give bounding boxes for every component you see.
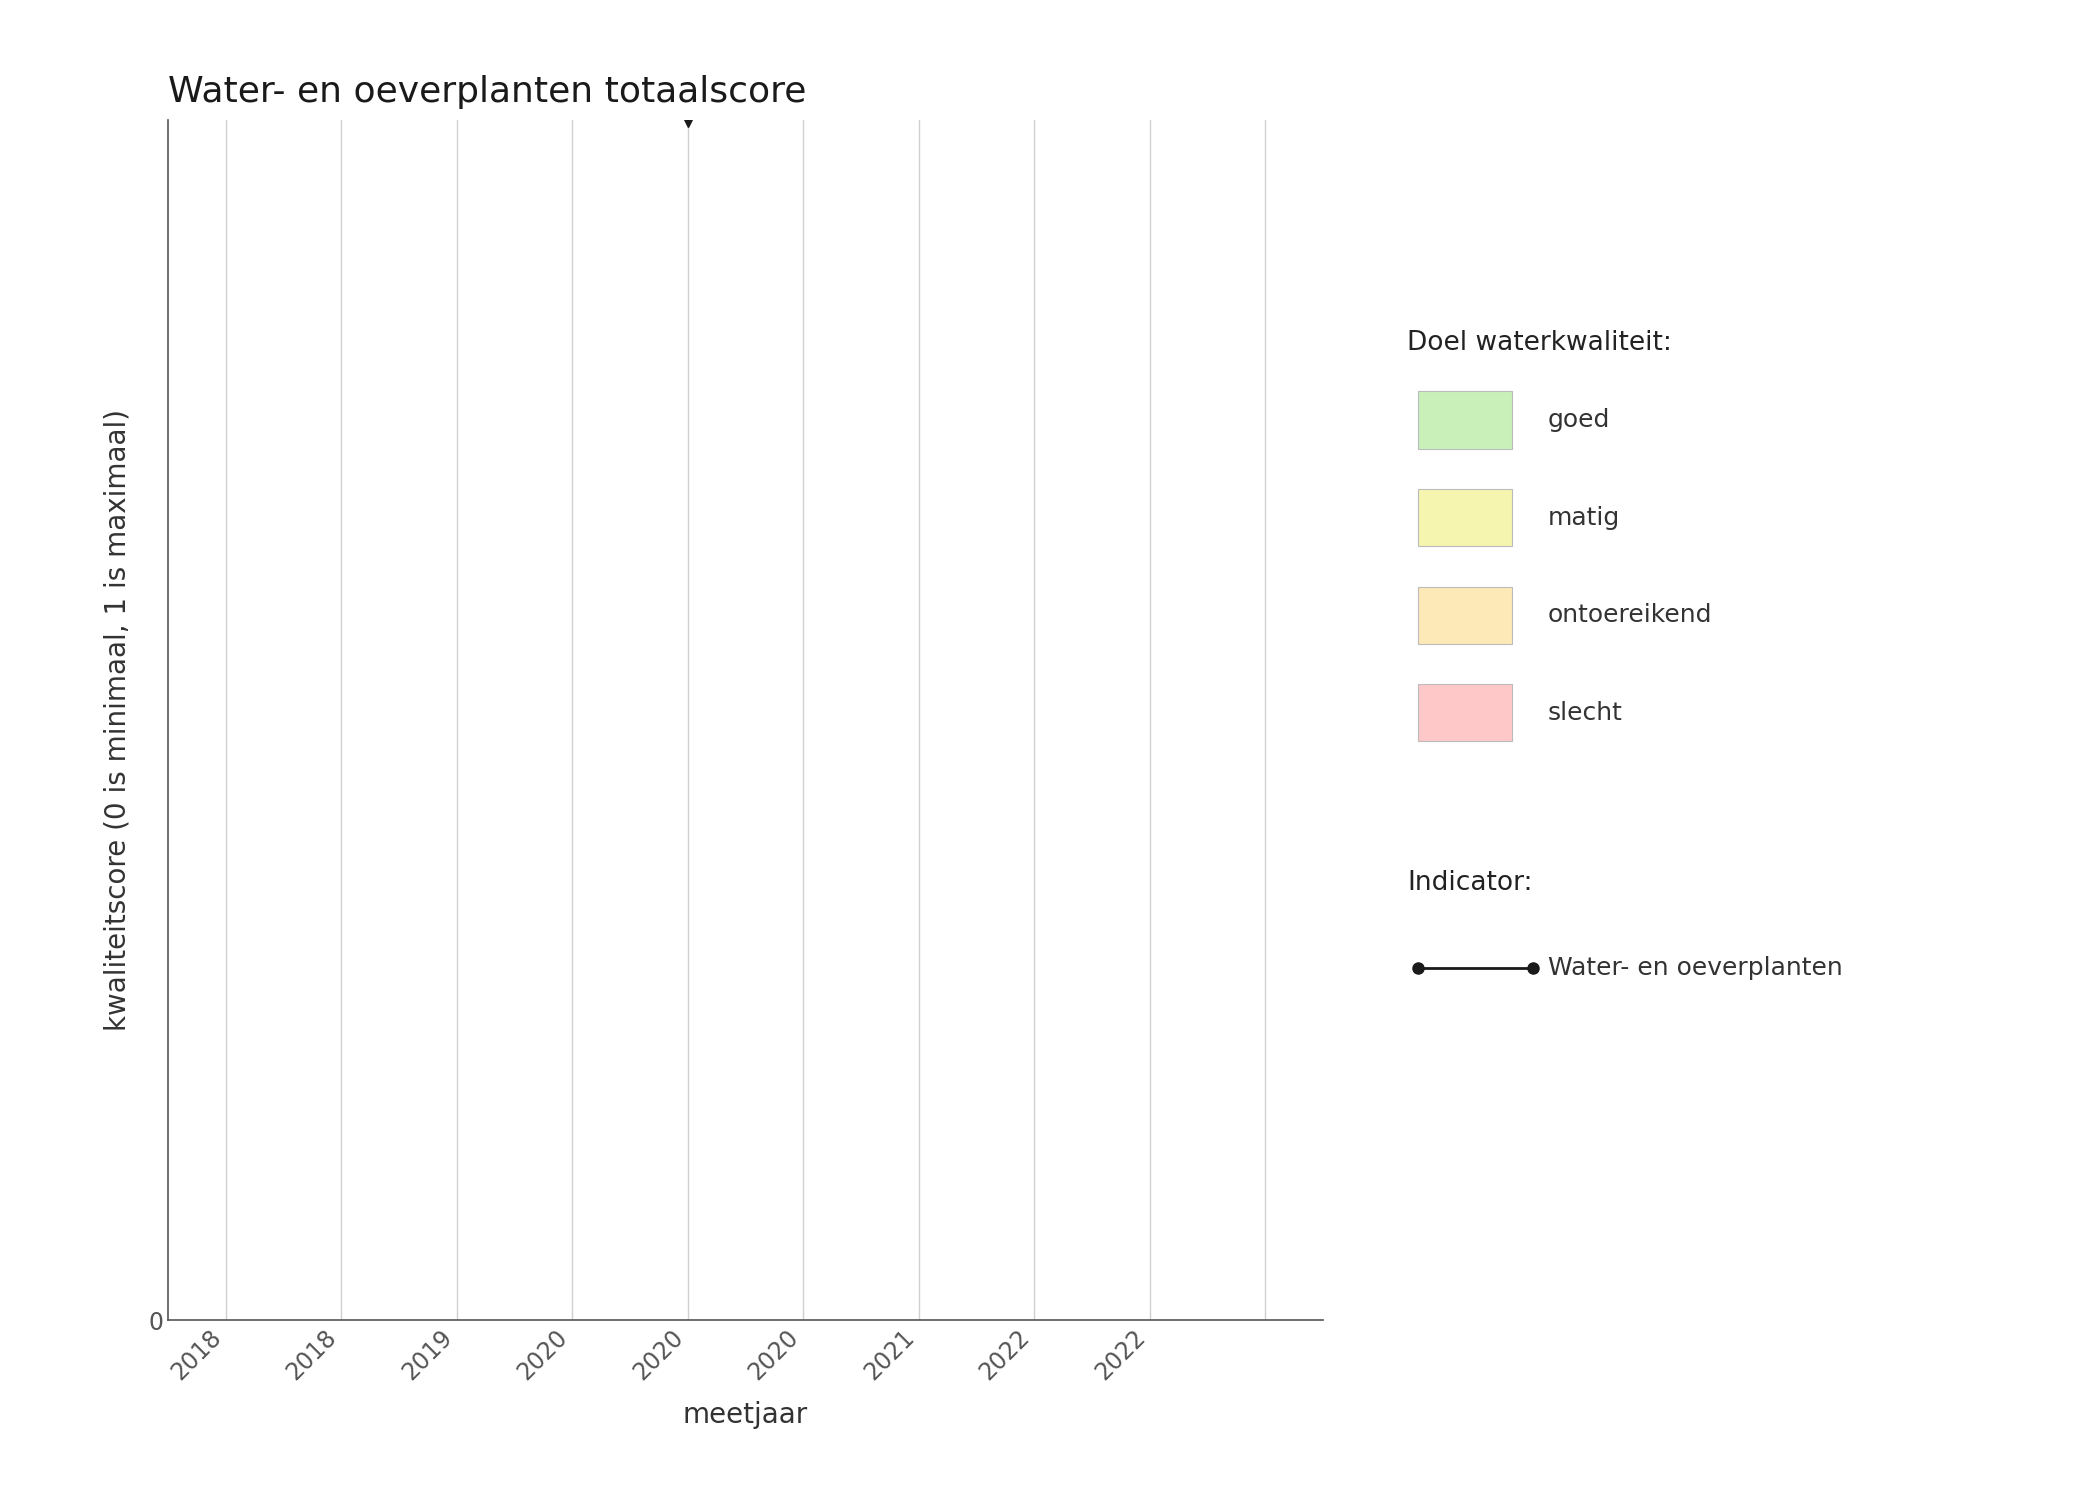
Text: slecht: slecht	[1548, 700, 1623, 724]
Text: Indicator:: Indicator:	[1407, 870, 1533, 895]
Text: Water- en oeverplanten: Water- en oeverplanten	[1548, 956, 1842, 980]
Y-axis label: kwaliteitscore (0 is minimaal, 1 is maximaal): kwaliteitscore (0 is minimaal, 1 is maxi…	[103, 410, 132, 1030]
Text: Water- en oeverplanten totaalscore: Water- en oeverplanten totaalscore	[168, 75, 806, 109]
Text: ontoereikend: ontoereikend	[1548, 603, 1712, 627]
Text: goed: goed	[1548, 408, 1611, 432]
Text: matig: matig	[1548, 506, 1619, 530]
X-axis label: meetjaar: meetjaar	[682, 1401, 808, 1429]
Text: Doel waterkwaliteit:: Doel waterkwaliteit:	[1407, 330, 1672, 356]
